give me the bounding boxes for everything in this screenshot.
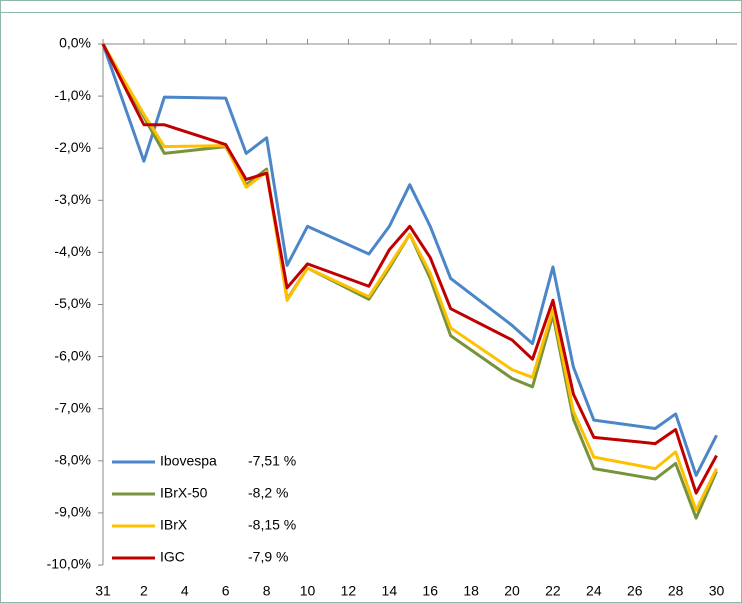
x-tick-label: 28: [668, 583, 684, 599]
legend-label: IBrX: [160, 517, 188, 533]
y-tick-label: -4,0%: [54, 243, 91, 259]
x-tick-label: 26: [627, 583, 643, 599]
legend-value: -7,9 %: [248, 549, 288, 565]
legend-label: Ibovespa: [160, 453, 217, 469]
y-tick-label: -3,0%: [54, 191, 91, 207]
x-tick-label: 22: [545, 583, 561, 599]
x-tick-label: 14: [382, 583, 398, 599]
y-tick-label: -10,0%: [47, 556, 91, 572]
x-tick-label: 10: [300, 583, 316, 599]
x-tick-label: 20: [504, 583, 520, 599]
legend-label: IGC: [160, 549, 185, 565]
x-tick-label: 24: [586, 583, 602, 599]
y-tick-label: -2,0%: [54, 139, 91, 155]
y-tick-label: -8,0%: [54, 452, 91, 468]
legend-label: IBrX-50: [160, 485, 208, 501]
y-tick-label: -7,0%: [54, 399, 91, 415]
y-tick-label: -5,0%: [54, 295, 91, 311]
x-tick-label: 18: [463, 583, 479, 599]
series-line: [101, 43, 718, 512]
legend-value: -8,15 %: [248, 517, 296, 533]
series-line: [101, 43, 718, 495]
x-tick-label: 2: [140, 583, 148, 599]
chart-frame: [0, 12, 742, 603]
x-tick-label: 6: [222, 583, 230, 599]
series-line: [101, 43, 718, 477]
x-tick-label: 4: [181, 583, 189, 599]
legend-value: -8,2 %: [248, 485, 288, 501]
x-tick-label: 31: [95, 583, 111, 599]
y-tick-label: -9,0%: [54, 504, 91, 520]
x-tick-label: 16: [422, 583, 438, 599]
y-tick-label: -6,0%: [54, 347, 91, 363]
legend-value: -7,51 %: [248, 453, 296, 469]
x-tick-label: 8: [263, 583, 271, 599]
x-tick-label: 12: [341, 583, 357, 599]
x-tick-label: 30: [709, 583, 725, 599]
y-tick-label: 0,0%: [59, 35, 91, 51]
y-tick-label: -1,0%: [54, 87, 91, 103]
